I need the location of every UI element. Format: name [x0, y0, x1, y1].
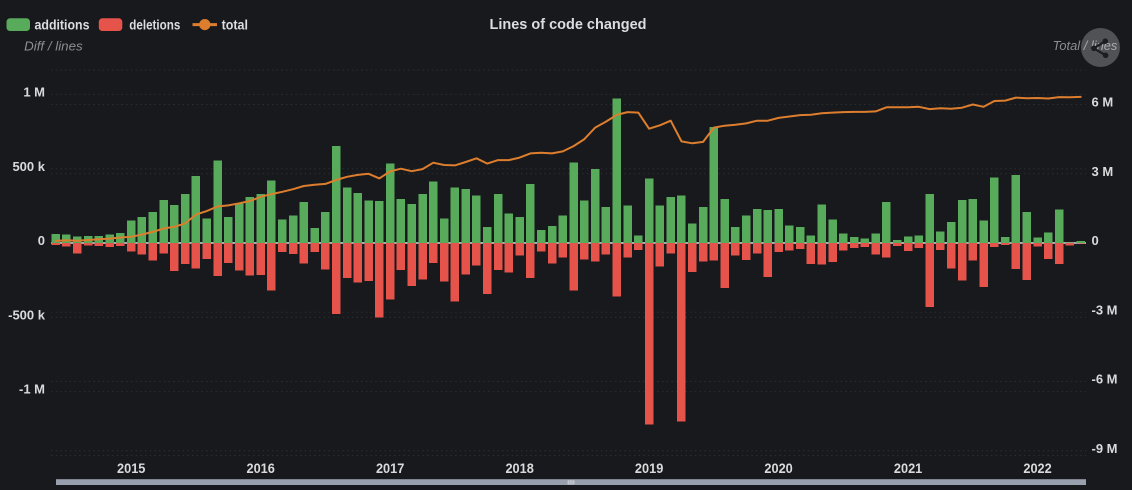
svg-text:-1 M: -1 M: [19, 382, 45, 397]
svg-text:1 M: 1 M: [23, 85, 45, 100]
svg-text:0: 0: [1092, 233, 1099, 248]
svg-text:deletions: deletions: [129, 17, 180, 33]
svg-text:6 M: 6 M: [1092, 95, 1114, 110]
svg-text:-3 M: -3 M: [1092, 302, 1118, 317]
svg-text:2022: 2022: [1023, 460, 1052, 476]
svg-text:-500 k: -500 k: [8, 307, 46, 322]
svg-text:2019: 2019: [635, 460, 664, 476]
svg-text:total: total: [222, 17, 248, 33]
svg-text:-6 M: -6 M: [1092, 372, 1118, 387]
svg-text:0: 0: [38, 233, 45, 248]
svg-text:2021: 2021: [894, 460, 923, 476]
svg-text:additions: additions: [35, 17, 90, 33]
svg-text:2020: 2020: [764, 460, 793, 476]
svg-text:Diff / lines: Diff / lines: [24, 40, 83, 54]
svg-text:-9 M: -9 M: [1092, 441, 1118, 456]
svg-text:2016: 2016: [246, 460, 275, 476]
svg-text:2015: 2015: [117, 460, 146, 476]
svg-text:500 k: 500 k: [12, 159, 45, 174]
svg-text:3 M: 3 M: [1092, 164, 1114, 179]
svg-text:Lines of code changed: Lines of code changed: [490, 16, 647, 33]
svg-text:2017: 2017: [376, 460, 405, 476]
svg-text:2018: 2018: [505, 460, 534, 476]
